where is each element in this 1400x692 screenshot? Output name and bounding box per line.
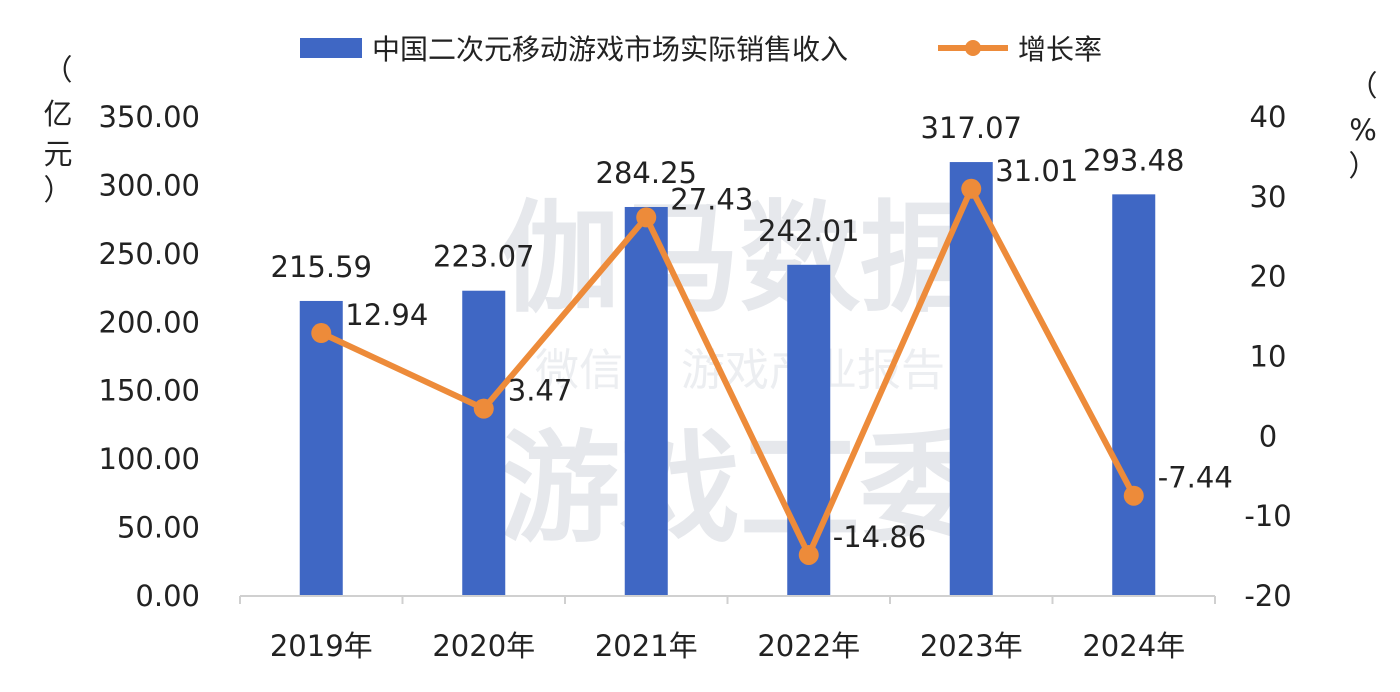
right-tick-label: 40 — [1250, 100, 1287, 134]
growth-rate-point — [1123, 485, 1144, 506]
x-axis-ticks: 2019年 2020年 2021年 2022年 2023年 2024年 — [239, 596, 1216, 663]
right-tick-label: 30 — [1250, 180, 1287, 214]
bar-value-label: 215.59 — [271, 250, 372, 284]
line-series — [311, 178, 1144, 565]
right-tick-label: -20 — [1244, 579, 1291, 613]
x-tick-label: 2020年 — [432, 629, 535, 663]
bar — [624, 206, 668, 596]
x-tick-label: 2023年 — [920, 629, 1023, 663]
bar — [462, 290, 506, 596]
bar — [949, 162, 993, 596]
legend-bar-swatch — [300, 38, 362, 58]
right-unit-char: % — [1349, 113, 1377, 147]
left-tick-label: 300.00 — [99, 168, 200, 202]
growth-rate-label: -14.86 — [833, 520, 927, 554]
right-tick-label: 20 — [1250, 260, 1287, 294]
growth-rate-point — [636, 207, 657, 228]
bar-value-label: 284.25 — [596, 156, 697, 190]
watermark-line2: 微信号 游戏产业报告 — [535, 345, 945, 396]
growth-rate-line — [319, 185, 1137, 558]
watermark: 伽马数据 微信号 游戏产业报告 游戏工委 — [500, 190, 980, 559]
left-unit-char1: 亿 — [43, 97, 72, 131]
bar — [299, 300, 343, 596]
left-tick-label: 250.00 — [99, 237, 200, 271]
growth-rate-point — [311, 323, 332, 344]
left-tick-label: 200.00 — [99, 305, 200, 339]
bar — [787, 264, 831, 596]
growth-rate-label: -7.44 — [1158, 461, 1233, 495]
left-tick-label: 0.00 — [135, 579, 200, 613]
right-axis-ticks: -20 -10 0 10 20 30 40 — [1244, 100, 1291, 613]
right-unit-open: （ — [1348, 69, 1377, 103]
right-axis-unit: （ % ） — [1348, 69, 1377, 183]
left-tick-label: 50.00 — [117, 511, 200, 545]
x-tick-label: 2021年 — [595, 629, 698, 663]
growth-rate-label: 3.47 — [508, 374, 573, 408]
legend: 中国二次元移动游戏市场实际销售收入 增长率 — [300, 33, 1102, 66]
bar-series — [299, 162, 1156, 596]
left-axis-ticks: 0.00 50.00 100.00 150.00 200.00 250.00 300.00 3… — [99, 100, 200, 613]
watermark-line3: 游戏工委 — [500, 420, 980, 559]
right-tick-label: 0 — [1259, 419, 1277, 453]
growth-rate-point — [961, 178, 982, 199]
growth-rate-label: 27.43 — [670, 182, 753, 216]
growth-rate-label: 12.94 — [345, 298, 428, 332]
watermark-line1: 伽马数据 — [500, 190, 980, 329]
right-unit-close: ） — [1348, 149, 1377, 183]
left-tick-label: 100.00 — [99, 442, 200, 476]
bar-value-label: 223.07 — [433, 240, 534, 274]
bar-value-label: 317.07 — [921, 111, 1022, 145]
line-data-labels: 12.94 3.47 27.43 -14.86 31.01 -7.44 — [345, 154, 1233, 554]
bar — [1112, 194, 1156, 596]
growth-rate-label: 31.01 — [995, 154, 1078, 188]
right-tick-label: -10 — [1244, 499, 1291, 533]
legend-line-marker — [965, 40, 981, 56]
x-tick-label: 2022年 — [757, 629, 860, 663]
x-tick-label: 2019年 — [270, 629, 373, 663]
bar-value-label: 293.48 — [1083, 143, 1184, 177]
x-tick-label: 2024年 — [1082, 629, 1185, 663]
right-tick-label: 10 — [1250, 340, 1287, 374]
bar-data-labels: 215.59 223.07 284.25 242.01 317.07 293.48 — [271, 111, 1185, 284]
left-tick-label: 350.00 — [99, 100, 200, 134]
left-unit-char2: 元 — [43, 137, 72, 171]
bar-value-label: 242.01 — [758, 214, 859, 248]
left-unit-open: （ — [43, 53, 72, 87]
growth-rate-point — [798, 544, 819, 565]
left-tick-label: 150.00 — [99, 374, 200, 408]
left-axis-unit: （ 亿 元 ） — [43, 53, 72, 207]
left-unit-close: ） — [43, 173, 72, 207]
growth-rate-point — [473, 398, 494, 419]
legend-bar-label: 中国二次元移动游戏市场实际销售收入 — [372, 33, 848, 66]
legend-line-label: 增长率 — [1018, 33, 1102, 66]
